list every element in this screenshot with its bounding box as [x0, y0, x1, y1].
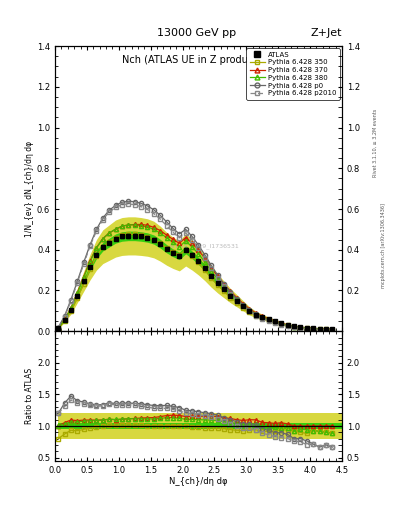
Text: Nch (ATLAS UE in Z production): Nch (ATLAS UE in Z production) [121, 55, 275, 65]
Text: 13000 GeV pp: 13000 GeV pp [157, 28, 236, 38]
Text: mcplots.cern.ch [arXiv:1306.3436]: mcplots.cern.ch [arXiv:1306.3436] [381, 203, 386, 288]
Text: Z+Jet: Z+Jet [310, 28, 342, 38]
Text: ATLAS_2019_I1736531: ATLAS_2019_I1736531 [169, 243, 240, 248]
Y-axis label: Ratio to ATLAS: Ratio to ATLAS [25, 368, 34, 424]
X-axis label: N_{ch}/dη dφ: N_{ch}/dη dφ [169, 477, 228, 486]
Legend: ATLAS, Pythia 6.428 350, Pythia 6.428 370, Pythia 6.428 380, Pythia 6.428 p0, Py: ATLAS, Pythia 6.428 350, Pythia 6.428 37… [246, 48, 340, 100]
Text: Rivet 3.1.10, ≥ 3.2M events: Rivet 3.1.10, ≥ 3.2M events [373, 109, 378, 178]
Y-axis label: 1/N_{ev} dN_{ch}/dη dφ: 1/N_{ev} dN_{ch}/dη dφ [25, 141, 34, 237]
